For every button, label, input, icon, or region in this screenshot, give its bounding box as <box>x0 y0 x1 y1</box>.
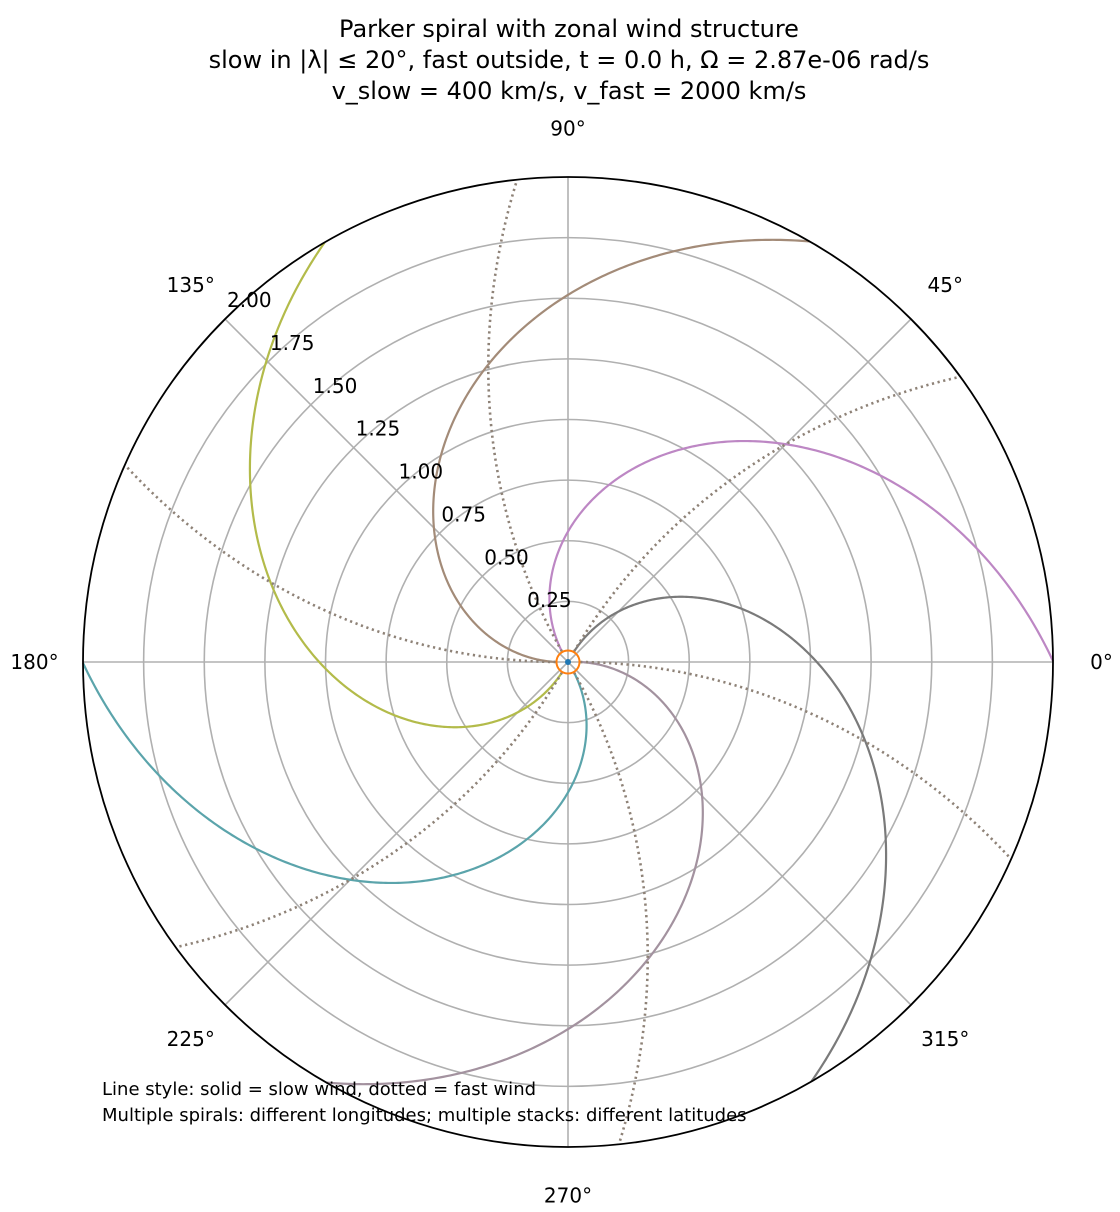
outer-frame <box>82 176 1054 1148</box>
angular-gridline <box>224 318 569 663</box>
r-tick-label: 1.00 <box>399 460 444 484</box>
fast-wind-spiral <box>580 660 1013 860</box>
theta-tick-label: 180° <box>10 650 58 674</box>
chart-title-block: Parker spiral with zonal wind structure … <box>0 14 1120 107</box>
sun-marker <box>565 659 571 665</box>
r-tick-label: 0.75 <box>441 502 486 526</box>
center-markers <box>555 649 581 675</box>
slow-wind-spiral <box>573 595 888 1083</box>
slow-wind-spiral <box>432 238 810 664</box>
chart-subtitle-2: v_slow = 400 km/s, v_fast = 2000 km/s <box>331 77 807 105</box>
r-tick-label: 1.25 <box>356 417 401 441</box>
theta-tick-label: 90° <box>550 117 585 141</box>
theta-tick-label: 270° <box>544 1184 592 1208</box>
r-tick-label: 0.25 <box>527 588 572 612</box>
angular-gridline <box>567 318 912 663</box>
r-tick-label: 2.00 <box>227 288 272 312</box>
annotation-line-style: Line style: solid = slow wind, dotted = … <box>102 1079 537 1100</box>
chart-title: Parker spiral with zonal wind structure <box>339 15 799 43</box>
annotation-spirals: Multiple spirals: different longitudes; … <box>102 1105 747 1126</box>
source-surface-ring <box>555 649 581 675</box>
fast-wind-spiral <box>572 671 650 1145</box>
theta-tick-label: 0° <box>1090 650 1113 674</box>
fast-wind-spiral <box>572 375 961 653</box>
r-tick-label: 1.75 <box>270 331 315 355</box>
theta-tick-label: 135° <box>167 273 215 297</box>
slow-wind-spiral <box>82 662 588 885</box>
fast-wind-spiral <box>175 671 564 949</box>
chart-subtitle-1: slow in |λ| ≤ 20°, fast outside, t = 0.0… <box>208 46 930 74</box>
slow-wind-spiral <box>548 439 1054 662</box>
theta-tick-label: 45° <box>928 273 963 297</box>
angular-gridline <box>567 661 912 1006</box>
polar-frame <box>82 176 1054 1148</box>
slow-wind-spiral <box>248 241 563 729</box>
r-tick-label: 1.50 <box>313 374 358 398</box>
slow-wind-spiral <box>326 660 704 1086</box>
polar-grid <box>83 177 1053 1147</box>
axis-labels: 0° 45° 90° 135° 180° 225° 270° 315° 0.25 0.50 0.75… <box>10 117 1112 1208</box>
theta-tick-label: 315° <box>921 1027 969 1051</box>
angular-gridline <box>224 661 569 1006</box>
fast-wind-spiral <box>123 464 556 664</box>
theta-tick-label: 225° <box>167 1027 215 1051</box>
r-tick-label: 0.50 <box>484 545 529 569</box>
fast-wind-spiral <box>486 179 564 653</box>
spiral-curves <box>82 179 1054 1145</box>
